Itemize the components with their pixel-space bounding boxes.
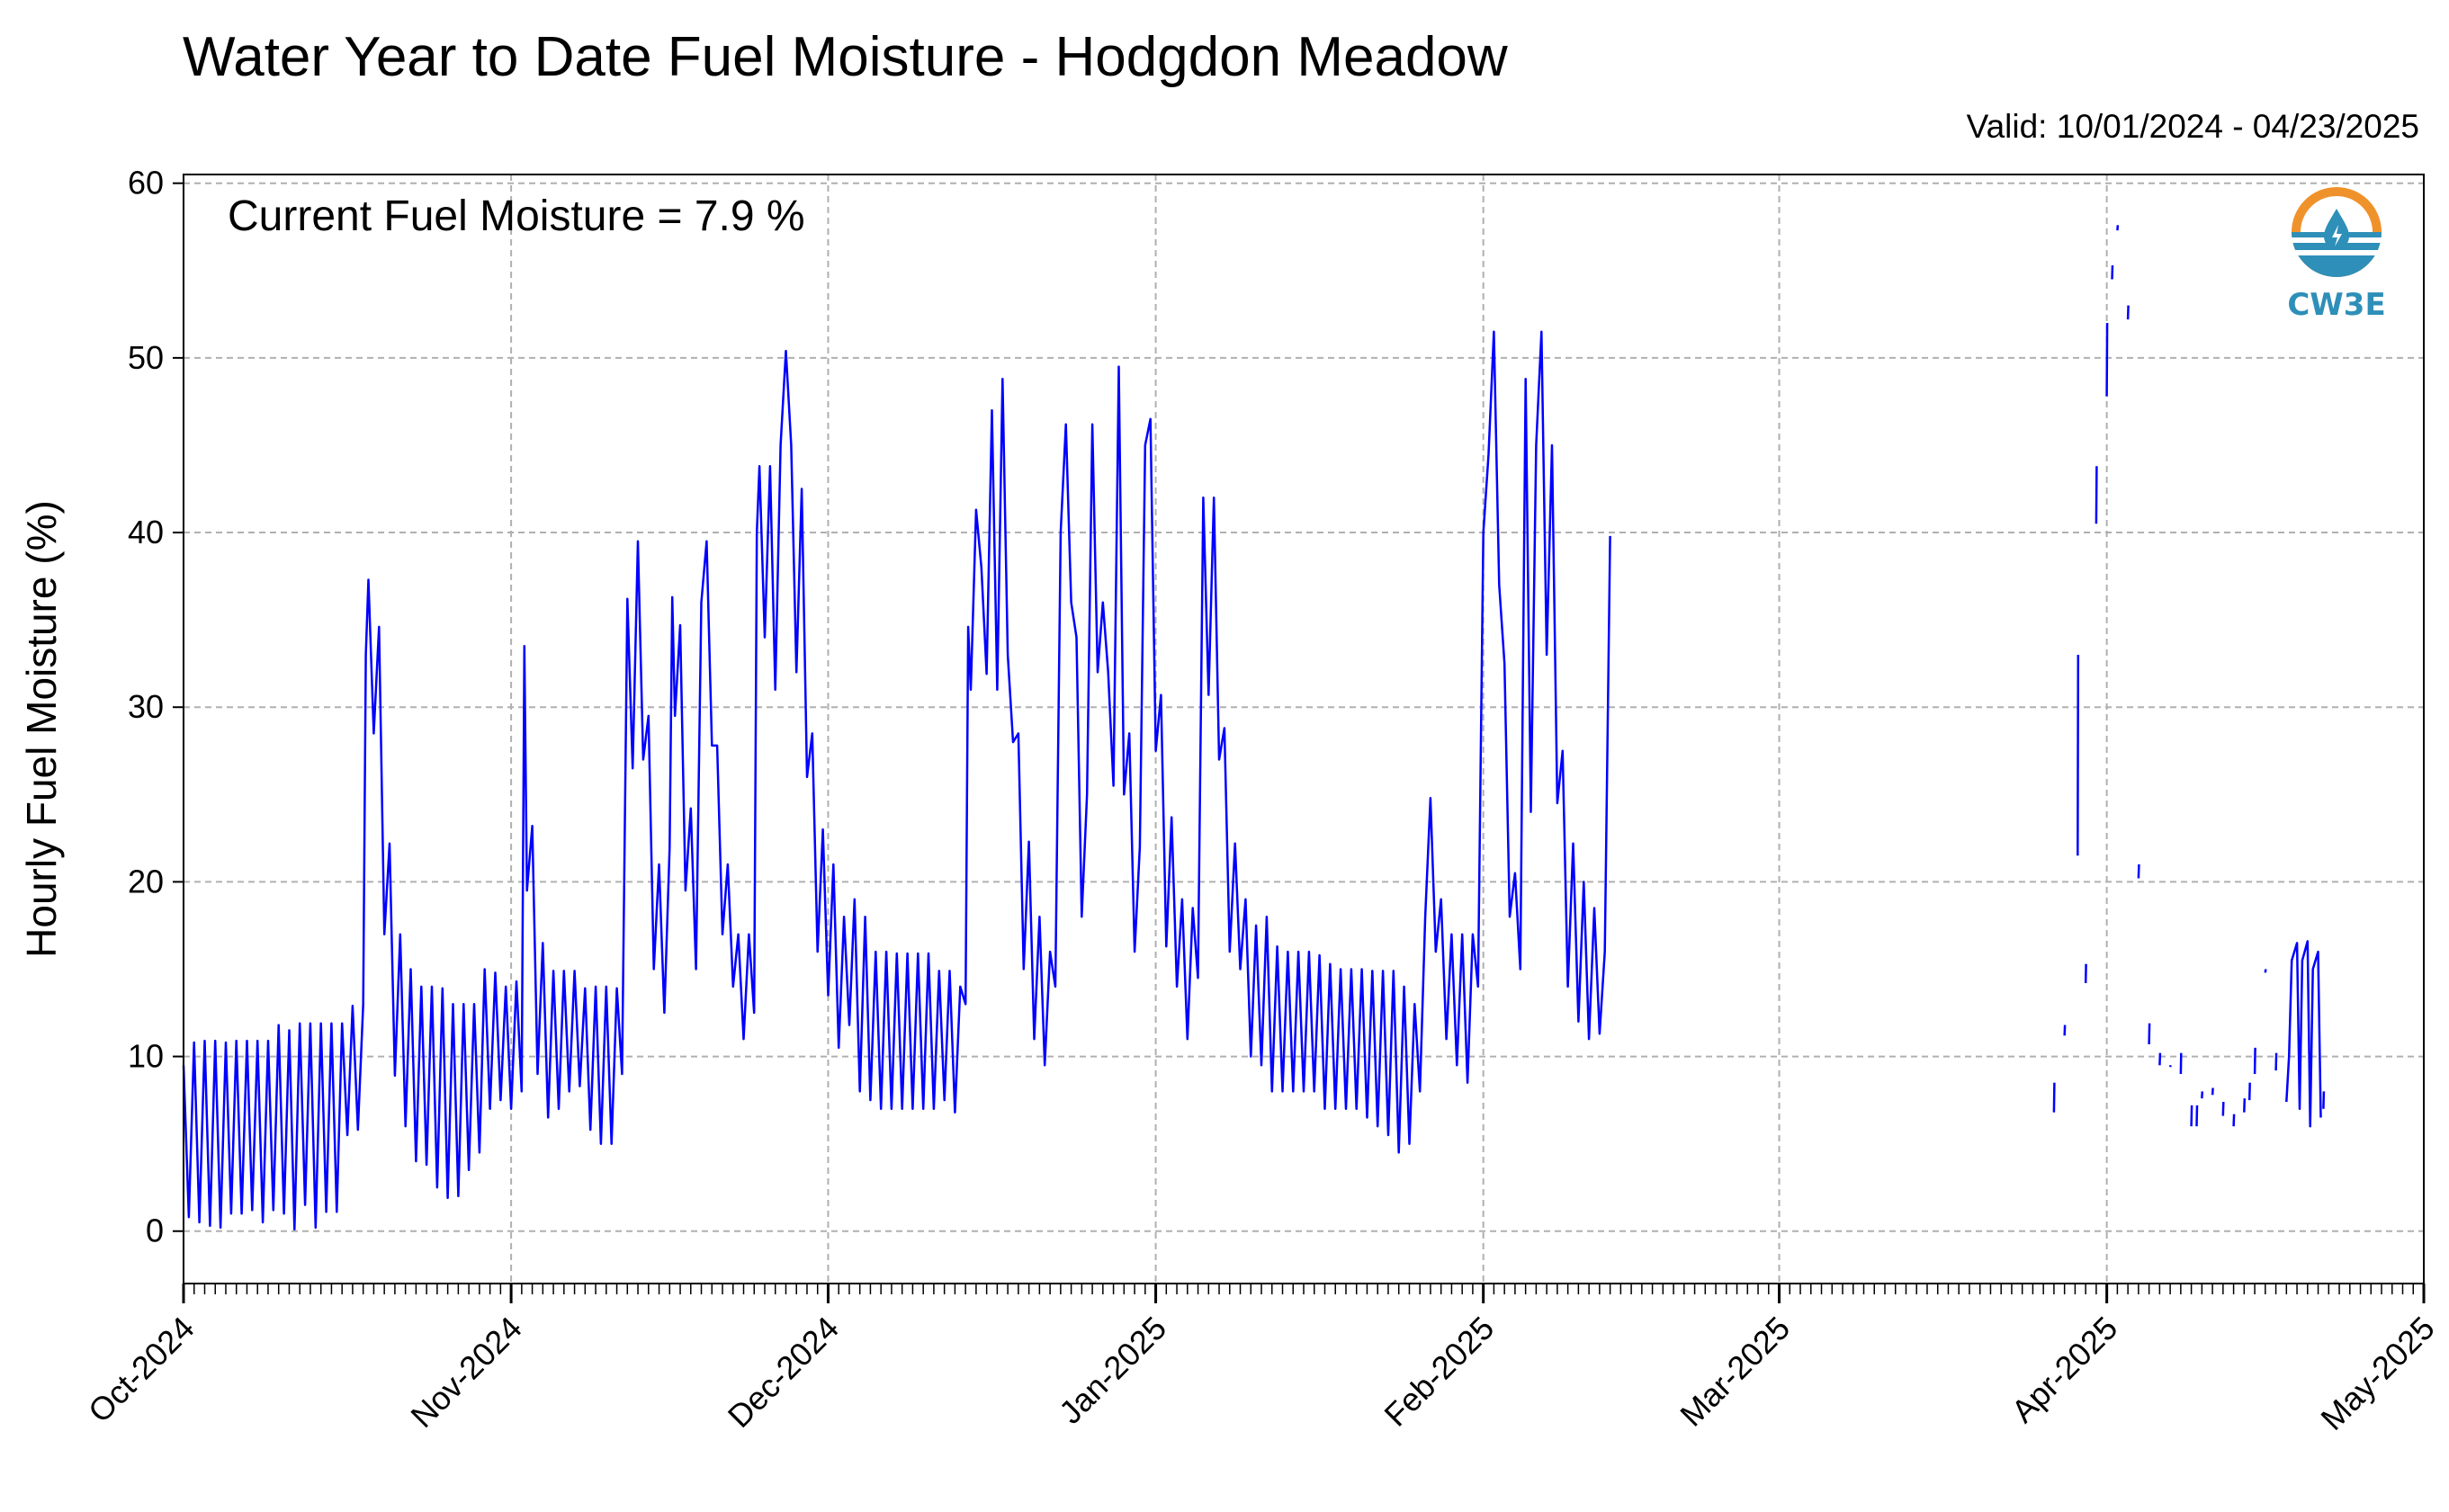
- x-tick-label: May-2025: [2313, 1310, 2441, 1437]
- y-tick-label: 10: [128, 1038, 164, 1075]
- current-fuel-moisture-annotation: Current Fuel Moisture = 7.9 %: [228, 192, 805, 240]
- series-line-segment: [2077, 654, 2080, 856]
- series-line-segment: [2322, 1091, 2326, 1109]
- series-line-segment: [2285, 940, 2322, 1128]
- series-line-segment: [2247, 1082, 2251, 1101]
- cw3e-logo: CW3E: [2287, 187, 2386, 323]
- plot-area-frame: [183, 174, 2425, 1284]
- series-line-segment: [2264, 969, 2267, 973]
- series-line-segment: [2158, 1052, 2162, 1066]
- fuel-moisture-series: [182, 225, 2326, 1231]
- y-tick-label: 60: [128, 165, 164, 201]
- x-tick-label: Dec-2024: [721, 1310, 846, 1435]
- y-tick-label: 0: [146, 1212, 164, 1249]
- x-tick-label: Mar-2025: [1673, 1310, 1797, 1434]
- series-line-segment: [2052, 1082, 2056, 1113]
- chart-title: Water Year to Date Fuel Moisture - Hodgd…: [183, 26, 1508, 88]
- x-tick-label: Jan-2025: [1052, 1310, 1173, 1431]
- x-axis: Oct-2024 Nov-2024 Dec-2024 Jan-2025 Feb-2025…: [81, 1284, 2442, 1437]
- series-line-segment: [2274, 1052, 2278, 1071]
- series-line-segment: [2195, 1105, 2199, 1127]
- series-line-segment: [2137, 863, 2140, 879]
- y-tick-label: 50: [128, 339, 164, 376]
- y-tick-label: 30: [128, 688, 164, 725]
- series-line-segment: [2190, 1105, 2193, 1127]
- series-line-segment: [2105, 322, 2109, 397]
- series-line-segment: [2221, 1102, 2225, 1116]
- series-line-segment: [2232, 1114, 2236, 1127]
- cw3e-logo-icon: [2292, 187, 2382, 277]
- y-tick-label: 20: [128, 863, 164, 899]
- y-axis: 0 10 20 30 40 50 60: [128, 165, 184, 1249]
- valid-date-range: Valid: 10/01/2024 - 04/23/2025: [1966, 108, 2419, 145]
- series-line-segment: [182, 330, 1611, 1231]
- series-line-segment: [2168, 1064, 2172, 1068]
- series-line-segment: [2211, 1087, 2214, 1096]
- x-tick-label: Oct-2024: [81, 1310, 202, 1430]
- series-line-segment: [2116, 225, 2120, 231]
- y-axis-label: Hourly Fuel Moisture (%): [18, 500, 65, 958]
- series-line-segment: [2148, 1023, 2151, 1045]
- cw3e-logo-text: CW3E: [2287, 287, 2385, 323]
- series-line-segment: [2243, 1098, 2247, 1113]
- x-tick-label: Apr-2025: [2005, 1310, 2125, 1430]
- x-tick-label: Feb-2025: [1377, 1310, 1501, 1434]
- series-line-segment: [2126, 305, 2130, 320]
- x-tick-label: Nov-2024: [403, 1310, 528, 1435]
- grid-lines: [184, 174, 2424, 1284]
- y-tick-label: 40: [128, 514, 164, 550]
- series-line-segment: [2095, 466, 2098, 524]
- series-line-segment: [2253, 1047, 2256, 1075]
